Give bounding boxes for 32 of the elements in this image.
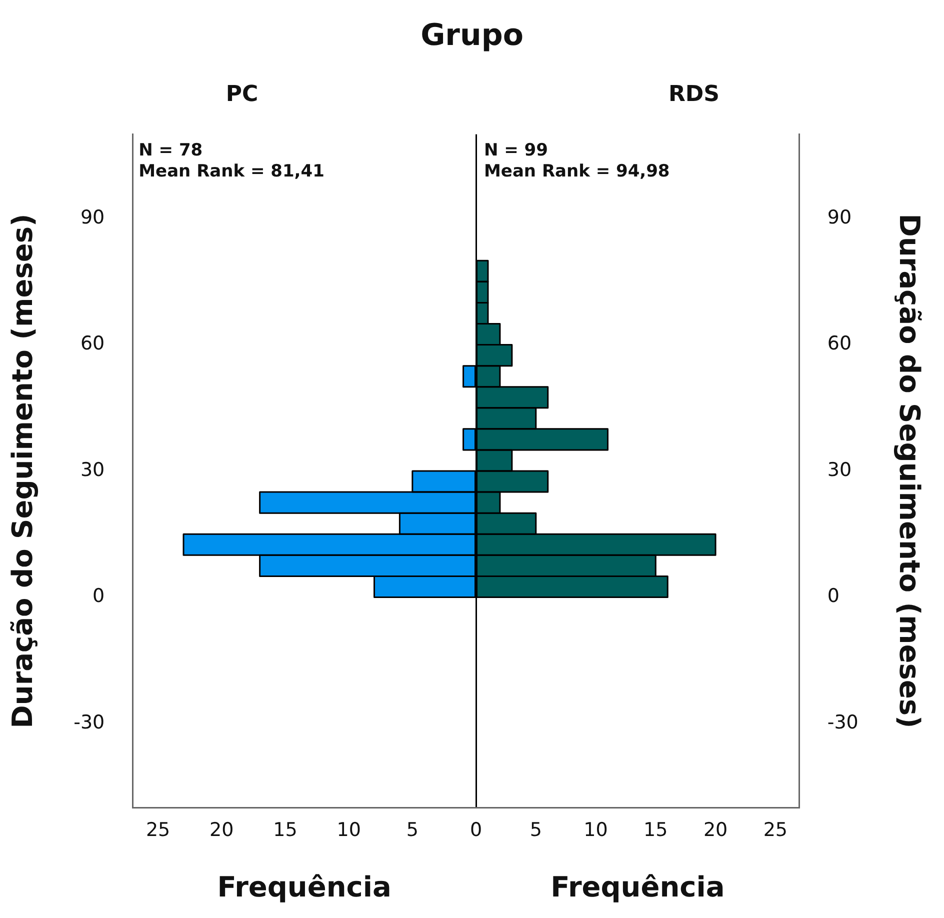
y-tick-label: 90 [827,206,852,228]
chart-title: RDS [668,82,720,107]
y-tick-label: 30 [80,458,105,481]
x-tick-label: 10 [336,818,361,841]
x-tick-label: 25 [146,818,170,841]
x-tick-label: 15 [644,818,668,841]
annotation: Mean Rank = 94,98 [484,161,670,182]
x-tick-label: 5 [530,818,542,841]
x-tick-label: 20 [210,818,234,841]
x-axis-title: Frequência [550,870,725,904]
y-axis-title: Duração do Seguimento (meses) [6,214,40,728]
annotation: N = 99 [484,140,548,160]
x-tick-label: 25 [763,818,788,841]
x-axis-title: Frequência [217,870,392,904]
annotation: Mean Rank = 81,41 [138,161,324,182]
y-tick-label: -30 [827,711,858,734]
y-tick-label: 90 [80,206,105,228]
y-tick-label: 0 [92,585,105,608]
y-tick-label: 60 [80,332,105,355]
y-tick-label: 60 [827,332,852,355]
text: Grupo [420,16,524,54]
y-tick-label: 0 [827,585,840,608]
x-tick-label: 5 [406,818,418,841]
x-tick-label: 20 [703,818,728,841]
y-tick-label: 30 [827,458,852,481]
x-tick-label: 15 [273,818,298,841]
x-tick-label: 0 [470,818,482,841]
x-tick-label: 10 [584,818,608,841]
chart-title: PC [226,82,258,107]
y-tick-label: -30 [74,711,105,734]
y-axis-title: Duração do Seguimento (meses) [892,214,926,728]
annotation: N = 78 [138,140,203,160]
